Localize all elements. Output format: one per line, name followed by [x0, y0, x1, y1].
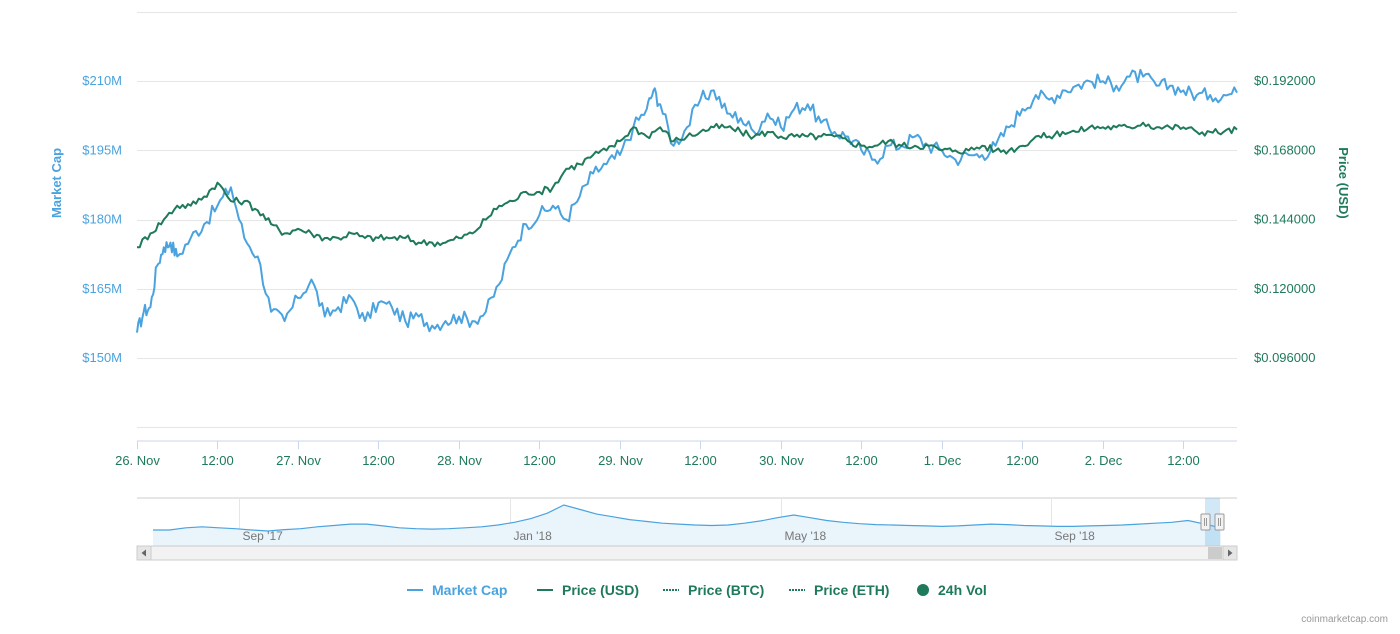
navigator-right-handle[interactable]	[1214, 513, 1225, 531]
right-tick-label: $0.144000	[1254, 212, 1315, 227]
x-tick-label: 30. Nov	[759, 453, 804, 468]
x-tick-label: 12:00	[1006, 453, 1039, 468]
arrow-left-icon	[141, 549, 146, 557]
navigator-line	[153, 504, 1222, 532]
left-tick-label: $210M	[82, 73, 122, 88]
navigator-tick-label: Sep '17	[243, 529, 284, 543]
navigator-area	[153, 505, 1221, 546]
x-tick-label: 12:00	[684, 453, 717, 468]
navigator-tick-label: Jan '18	[514, 529, 553, 543]
navigator-ticks: Sep '17 Jan '18 May '18 Sep '18	[243, 529, 1096, 543]
left-tick-label: $195M	[82, 142, 122, 157]
series-layer	[136, 68, 1238, 333]
x-tick-label: 12:00	[201, 453, 234, 468]
legend: Market Cap Price (USD) Price (BTC) Price (E…	[407, 582, 987, 598]
legend-label: Price (USD)	[562, 582, 639, 598]
right-tick-label: $0.192000	[1254, 73, 1315, 88]
navigator[interactable]: Sep '17 Jan '18 May '18 Sep '18	[137, 497, 1237, 546]
legend-item-price-btc[interactable]: Price (BTC)	[663, 582, 764, 598]
x-tick-label: 27. Nov	[276, 453, 321, 468]
legend-label: 24h Vol	[938, 582, 987, 598]
series-line-price-usd	[137, 121, 1238, 249]
scrollbar[interactable]	[136, 545, 1238, 561]
x-tick-label: 12:00	[362, 453, 395, 468]
x-axis-ticks: 26. Nov 12:00 27. Nov 12:00 28. Nov 12:00 29. …	[115, 441, 1200, 468]
legend-item-price-eth[interactable]: Price (ETH)	[789, 582, 889, 598]
left-axis-title: Market Cap	[49, 148, 64, 218]
legend-label: Price (ETH)	[814, 582, 889, 598]
navigator-tick-label: May '18	[785, 529, 827, 543]
left-tick-label: $180M	[82, 212, 122, 227]
right-axis-title: Price (USD)	[1336, 147, 1351, 219]
credits-link[interactable]: coinmarketcap.com	[1301, 614, 1388, 625]
x-tick-label: 12:00	[1167, 453, 1200, 468]
left-tick-label: $165M	[82, 281, 122, 296]
series-line-market-cap	[136, 68, 1238, 333]
right-tick-label: $0.120000	[1254, 281, 1315, 296]
legend-item-price-usd[interactable]: Price (USD)	[537, 582, 639, 598]
x-tick-label: 2. Dec	[1085, 453, 1123, 468]
navigator-tick-label: Sep '18	[1055, 529, 1096, 543]
x-tick-label: 26. Nov	[115, 453, 160, 468]
x-tick-label: 29. Nov	[598, 453, 643, 468]
legend-label: Price (BTC)	[688, 582, 764, 598]
arrow-right-icon	[1228, 549, 1233, 557]
legend-item-market-cap[interactable]: Market Cap	[407, 582, 507, 598]
right-tick-label: $0.168000	[1254, 142, 1315, 157]
navigator-selected-range[interactable]	[1205, 498, 1220, 546]
left-axis-ticks: $150M $165M $180M $195M $210M	[82, 73, 122, 365]
left-tick-label: $150M	[82, 350, 122, 365]
right-axis-ticks: $0.096000 $0.120000 $0.144000 $0.168000 $0.1…	[1254, 73, 1315, 365]
legend-item-24h-vol[interactable]: 24h Vol	[917, 582, 987, 598]
x-tick-label: 1. Dec	[924, 453, 962, 468]
right-tick-label: $0.096000	[1254, 350, 1315, 365]
legend-label: Market Cap	[432, 582, 507, 598]
x-tick-label: 28. Nov	[437, 453, 482, 468]
legend-dot-symbol	[917, 584, 929, 596]
grid-lines	[137, 12, 1237, 428]
scrollbar-thumb[interactable]	[1208, 547, 1222, 559]
x-tick-label: 12:00	[845, 453, 878, 468]
navigator-left-handle[interactable]	[1200, 513, 1211, 531]
x-tick-label: 12:00	[523, 453, 556, 468]
